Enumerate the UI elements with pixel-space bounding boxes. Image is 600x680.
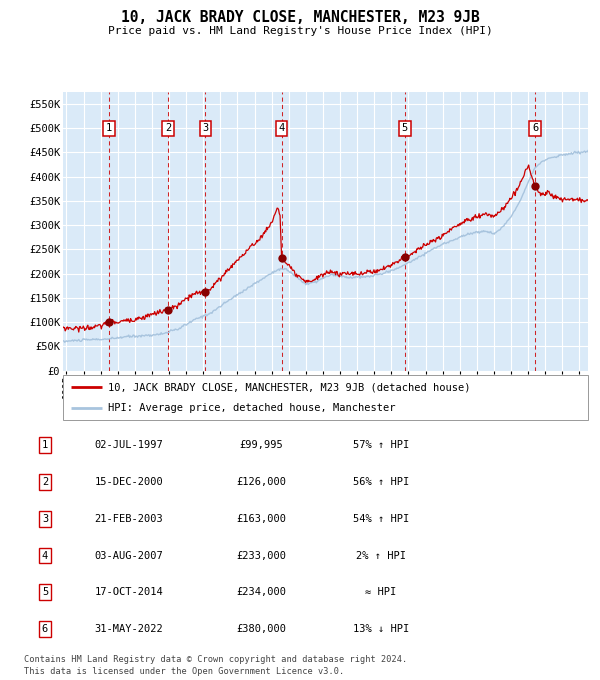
Text: £99,995: £99,995 (239, 441, 283, 450)
Text: 6: 6 (42, 624, 48, 634)
Text: 56% ↑ HPI: 56% ↑ HPI (353, 477, 409, 487)
Text: Contains HM Land Registry data © Crown copyright and database right 2024.: Contains HM Land Registry data © Crown c… (24, 655, 407, 664)
Text: 4: 4 (42, 551, 48, 560)
Text: This data is licensed under the Open Government Licence v3.0.: This data is licensed under the Open Gov… (24, 667, 344, 677)
Text: 54% ↑ HPI: 54% ↑ HPI (353, 514, 409, 524)
Text: £126,000: £126,000 (236, 477, 286, 487)
Text: 5: 5 (42, 588, 48, 597)
Text: 10, JACK BRADY CLOSE, MANCHESTER, M23 9JB: 10, JACK BRADY CLOSE, MANCHESTER, M23 9J… (121, 10, 479, 25)
Text: 57% ↑ HPI: 57% ↑ HPI (353, 441, 409, 450)
Text: ≈ HPI: ≈ HPI (365, 588, 397, 597)
Text: 2: 2 (165, 123, 171, 133)
Text: 1: 1 (106, 123, 112, 133)
FancyBboxPatch shape (63, 375, 588, 420)
Text: HPI: Average price, detached house, Manchester: HPI: Average price, detached house, Manc… (107, 403, 395, 413)
Text: £380,000: £380,000 (236, 624, 286, 634)
Text: 10, JACK BRADY CLOSE, MANCHESTER, M23 9JB (detached house): 10, JACK BRADY CLOSE, MANCHESTER, M23 9J… (107, 382, 470, 392)
Text: £234,000: £234,000 (236, 588, 286, 597)
Text: 6: 6 (532, 123, 538, 133)
Text: 5: 5 (402, 123, 408, 133)
Text: 03-AUG-2007: 03-AUG-2007 (95, 551, 163, 560)
Text: 4: 4 (278, 123, 284, 133)
Text: 31-MAY-2022: 31-MAY-2022 (95, 624, 163, 634)
Text: 1: 1 (42, 441, 48, 450)
Text: 3: 3 (202, 123, 209, 133)
Text: 2% ↑ HPI: 2% ↑ HPI (356, 551, 406, 560)
Text: Price paid vs. HM Land Registry's House Price Index (HPI): Price paid vs. HM Land Registry's House … (107, 26, 493, 36)
Text: £163,000: £163,000 (236, 514, 286, 524)
Text: 15-DEC-2000: 15-DEC-2000 (95, 477, 163, 487)
Text: 17-OCT-2014: 17-OCT-2014 (95, 588, 163, 597)
Text: 3: 3 (42, 514, 48, 524)
Text: 02-JUL-1997: 02-JUL-1997 (95, 441, 163, 450)
Text: 21-FEB-2003: 21-FEB-2003 (95, 514, 163, 524)
Text: 13% ↓ HPI: 13% ↓ HPI (353, 624, 409, 634)
Text: £233,000: £233,000 (236, 551, 286, 560)
Text: 2: 2 (42, 477, 48, 487)
